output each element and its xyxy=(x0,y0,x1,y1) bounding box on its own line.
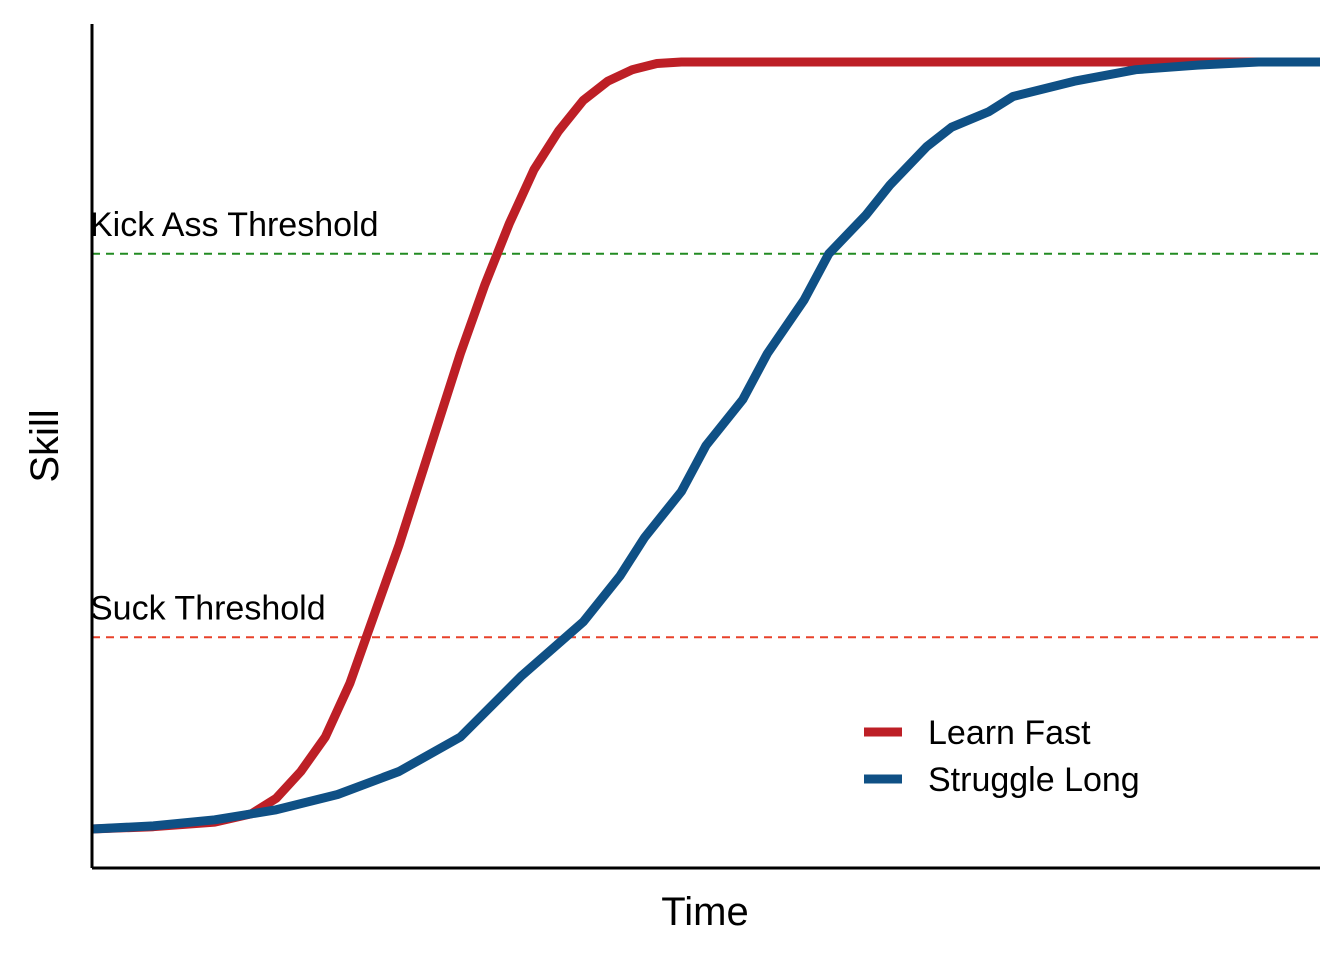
legend: Learn Fast Struggle Long xyxy=(864,714,1140,799)
threshold-label-1: Suck Threshold xyxy=(90,589,326,627)
series-line-0 xyxy=(91,57,1320,834)
x-axis-label: Time xyxy=(661,890,748,934)
series-line-1 xyxy=(91,57,1320,834)
legend-label-0: Learn Fast xyxy=(928,714,1091,752)
legend-label-1: Struggle Long xyxy=(928,761,1140,799)
plot-area: Kick Ass Threshold Suck Threshold xyxy=(90,57,1320,834)
y-axis-label: Skill xyxy=(23,409,67,482)
threshold-label-0: Kick Ass Threshold xyxy=(90,206,379,244)
